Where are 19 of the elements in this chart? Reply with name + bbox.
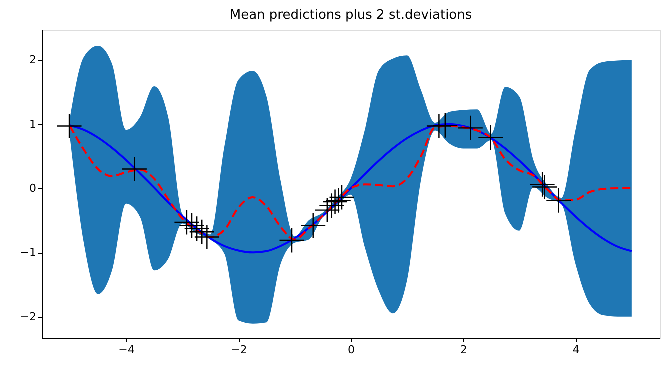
point xyxy=(57,114,82,138)
chart-title: Mean predictions plus 2 st.deviations xyxy=(230,8,472,23)
x-tick-label: −2 xyxy=(231,344,248,356)
point xyxy=(180,213,204,238)
point xyxy=(478,126,504,150)
x-tick-label: 0 xyxy=(348,344,355,356)
x-tick-label: 4 xyxy=(572,344,580,356)
x-tick-label: 2 xyxy=(460,344,468,356)
y-tick-label: 2 xyxy=(30,54,36,67)
point xyxy=(301,213,326,238)
y-tick-label: −1 xyxy=(20,246,36,260)
y-tick-label: 1 xyxy=(30,118,36,131)
point xyxy=(194,225,220,250)
point xyxy=(122,156,147,182)
point xyxy=(458,116,483,140)
x-tick-label: −4 xyxy=(118,344,135,356)
point xyxy=(546,188,572,213)
y-tick-label: −2 xyxy=(20,310,36,324)
y-tick-label: 0 xyxy=(30,182,36,195)
